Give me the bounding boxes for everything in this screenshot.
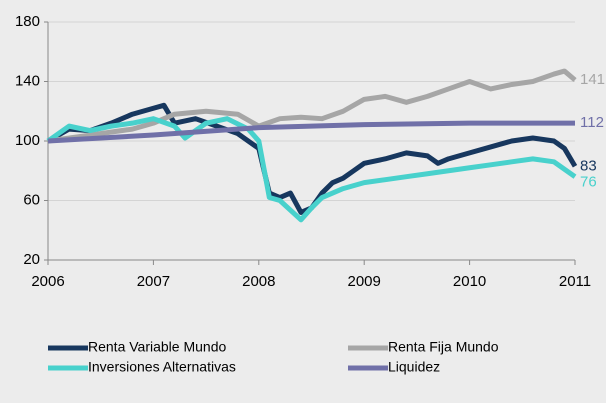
end-label: 83 bbox=[580, 157, 597, 174]
series-line bbox=[47, 68, 577, 144]
end-label: 112 bbox=[580, 114, 604, 131]
y-tick-label: 180 bbox=[15, 13, 40, 30]
series-line bbox=[47, 120, 575, 144]
y-tick-label: 100 bbox=[15, 132, 40, 149]
x-tick-label: 2008 bbox=[242, 273, 275, 290]
y-tick-label: 60 bbox=[23, 191, 40, 208]
legend-label: Renta Variable Mundo bbox=[88, 339, 226, 355]
y-tick-label: 20 bbox=[23, 251, 40, 268]
x-tick-label: 2007 bbox=[137, 273, 170, 290]
end-label: 76 bbox=[580, 174, 597, 191]
x-tick-label: 2011 bbox=[559, 273, 591, 290]
legend-label: Renta Fija Mundo bbox=[388, 339, 499, 355]
end-label: 141 bbox=[580, 71, 605, 88]
x-tick-label: 2009 bbox=[348, 273, 381, 290]
x-tick-label: 2006 bbox=[31, 273, 64, 290]
y-tick-label: 140 bbox=[15, 72, 40, 89]
legend-label: Inversiones Alternativas bbox=[88, 359, 236, 375]
legend-label: Liquidez bbox=[388, 359, 440, 375]
x-tick-label: 2010 bbox=[453, 273, 486, 290]
series-line bbox=[46, 116, 577, 223]
